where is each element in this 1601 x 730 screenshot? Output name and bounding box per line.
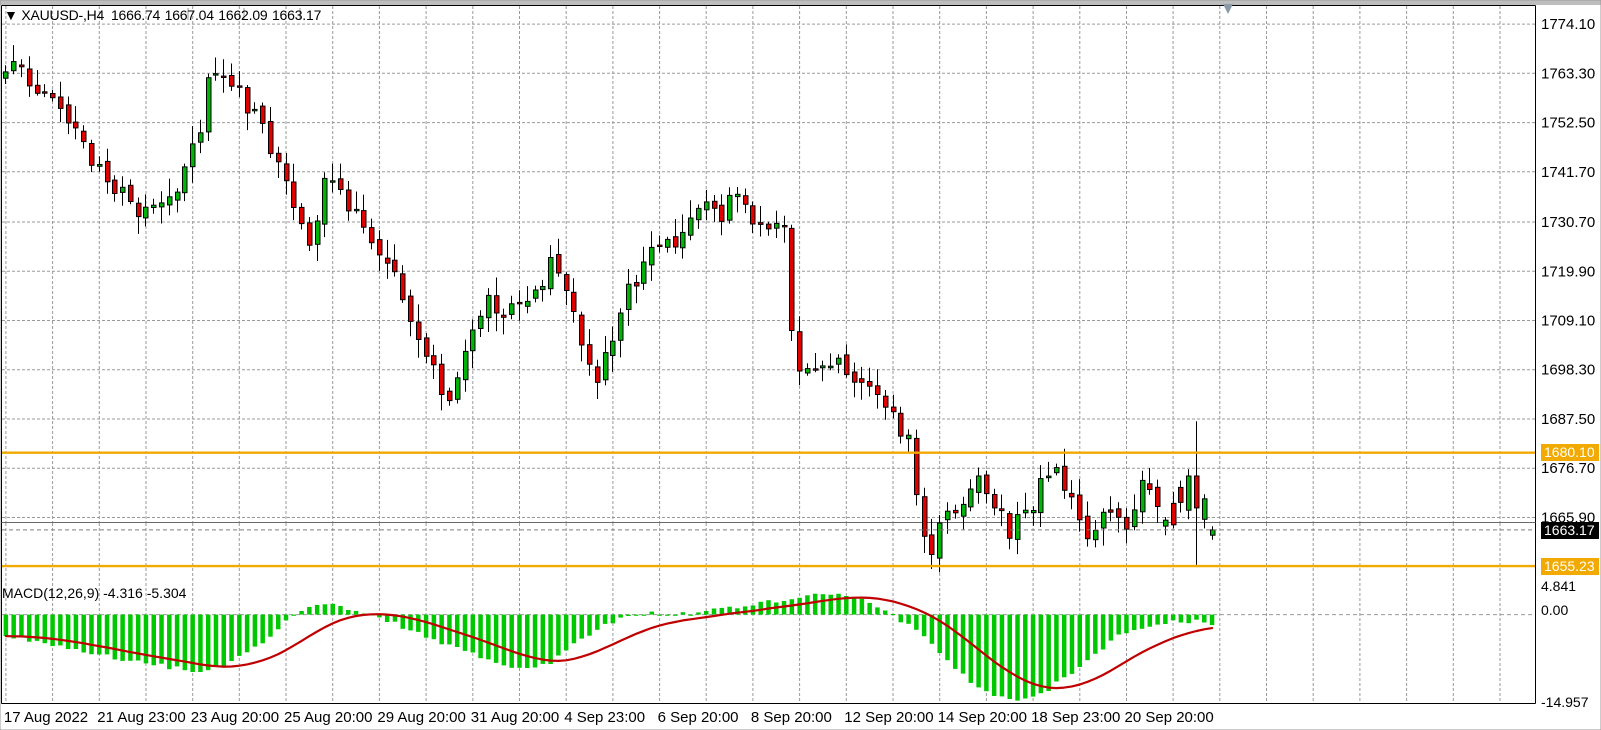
svg-text:1763.30: 1763.30 xyxy=(1541,65,1595,82)
svg-text:14 Sep 20:00: 14 Sep 20:00 xyxy=(938,709,1027,726)
svg-text:-14.957: -14.957 xyxy=(1541,694,1589,710)
svg-text:1719.90: 1719.90 xyxy=(1541,263,1595,280)
svg-text:4.841: 4.841 xyxy=(1541,578,1576,594)
svg-text:23 Aug 20:00: 23 Aug 20:00 xyxy=(191,709,279,726)
svg-text:1741.70: 1741.70 xyxy=(1541,164,1595,181)
svg-text:25 Aug 20:00: 25 Aug 20:00 xyxy=(284,709,372,726)
svg-text:1687.50: 1687.50 xyxy=(1541,411,1595,428)
svg-text:18 Sep 23:00: 18 Sep 23:00 xyxy=(1031,709,1120,726)
svg-text:1698.30: 1698.30 xyxy=(1541,362,1595,379)
svg-text:MACD(12,26,9) -4.316 -5.304: MACD(12,26,9) -4.316 -5.304 xyxy=(2,585,187,601)
svg-text:8 Sep 20:00: 8 Sep 20:00 xyxy=(751,709,832,726)
svg-text:1774.10: 1774.10 xyxy=(1541,16,1595,33)
svg-text:1730.70: 1730.70 xyxy=(1541,214,1595,231)
svg-text:1676.70: 1676.70 xyxy=(1541,460,1595,477)
svg-text:1663.17: 1663.17 xyxy=(1544,522,1595,538)
svg-text:1680.10: 1680.10 xyxy=(1544,444,1595,460)
svg-text:29 Aug 20:00: 29 Aug 20:00 xyxy=(377,709,465,726)
svg-text:0.00: 0.00 xyxy=(1541,602,1568,618)
svg-text:20 Sep 20:00: 20 Sep 20:00 xyxy=(1125,709,1214,726)
svg-text:4 Sep 23:00: 4 Sep 23:00 xyxy=(564,709,645,726)
svg-text:21 Aug 23:00: 21 Aug 23:00 xyxy=(97,709,185,726)
svg-text:1752.50: 1752.50 xyxy=(1541,115,1595,132)
svg-text:31 Aug 20:00: 31 Aug 20:00 xyxy=(471,709,559,726)
svg-text:12 Sep 20:00: 12 Sep 20:00 xyxy=(844,709,933,726)
svg-text:1655.23: 1655.23 xyxy=(1544,558,1595,574)
svg-text:17 Aug 2022: 17 Aug 2022 xyxy=(4,709,88,726)
svg-text:1709.10: 1709.10 xyxy=(1541,313,1595,330)
svg-text:6 Sep 20:00: 6 Sep 20:00 xyxy=(658,709,739,726)
